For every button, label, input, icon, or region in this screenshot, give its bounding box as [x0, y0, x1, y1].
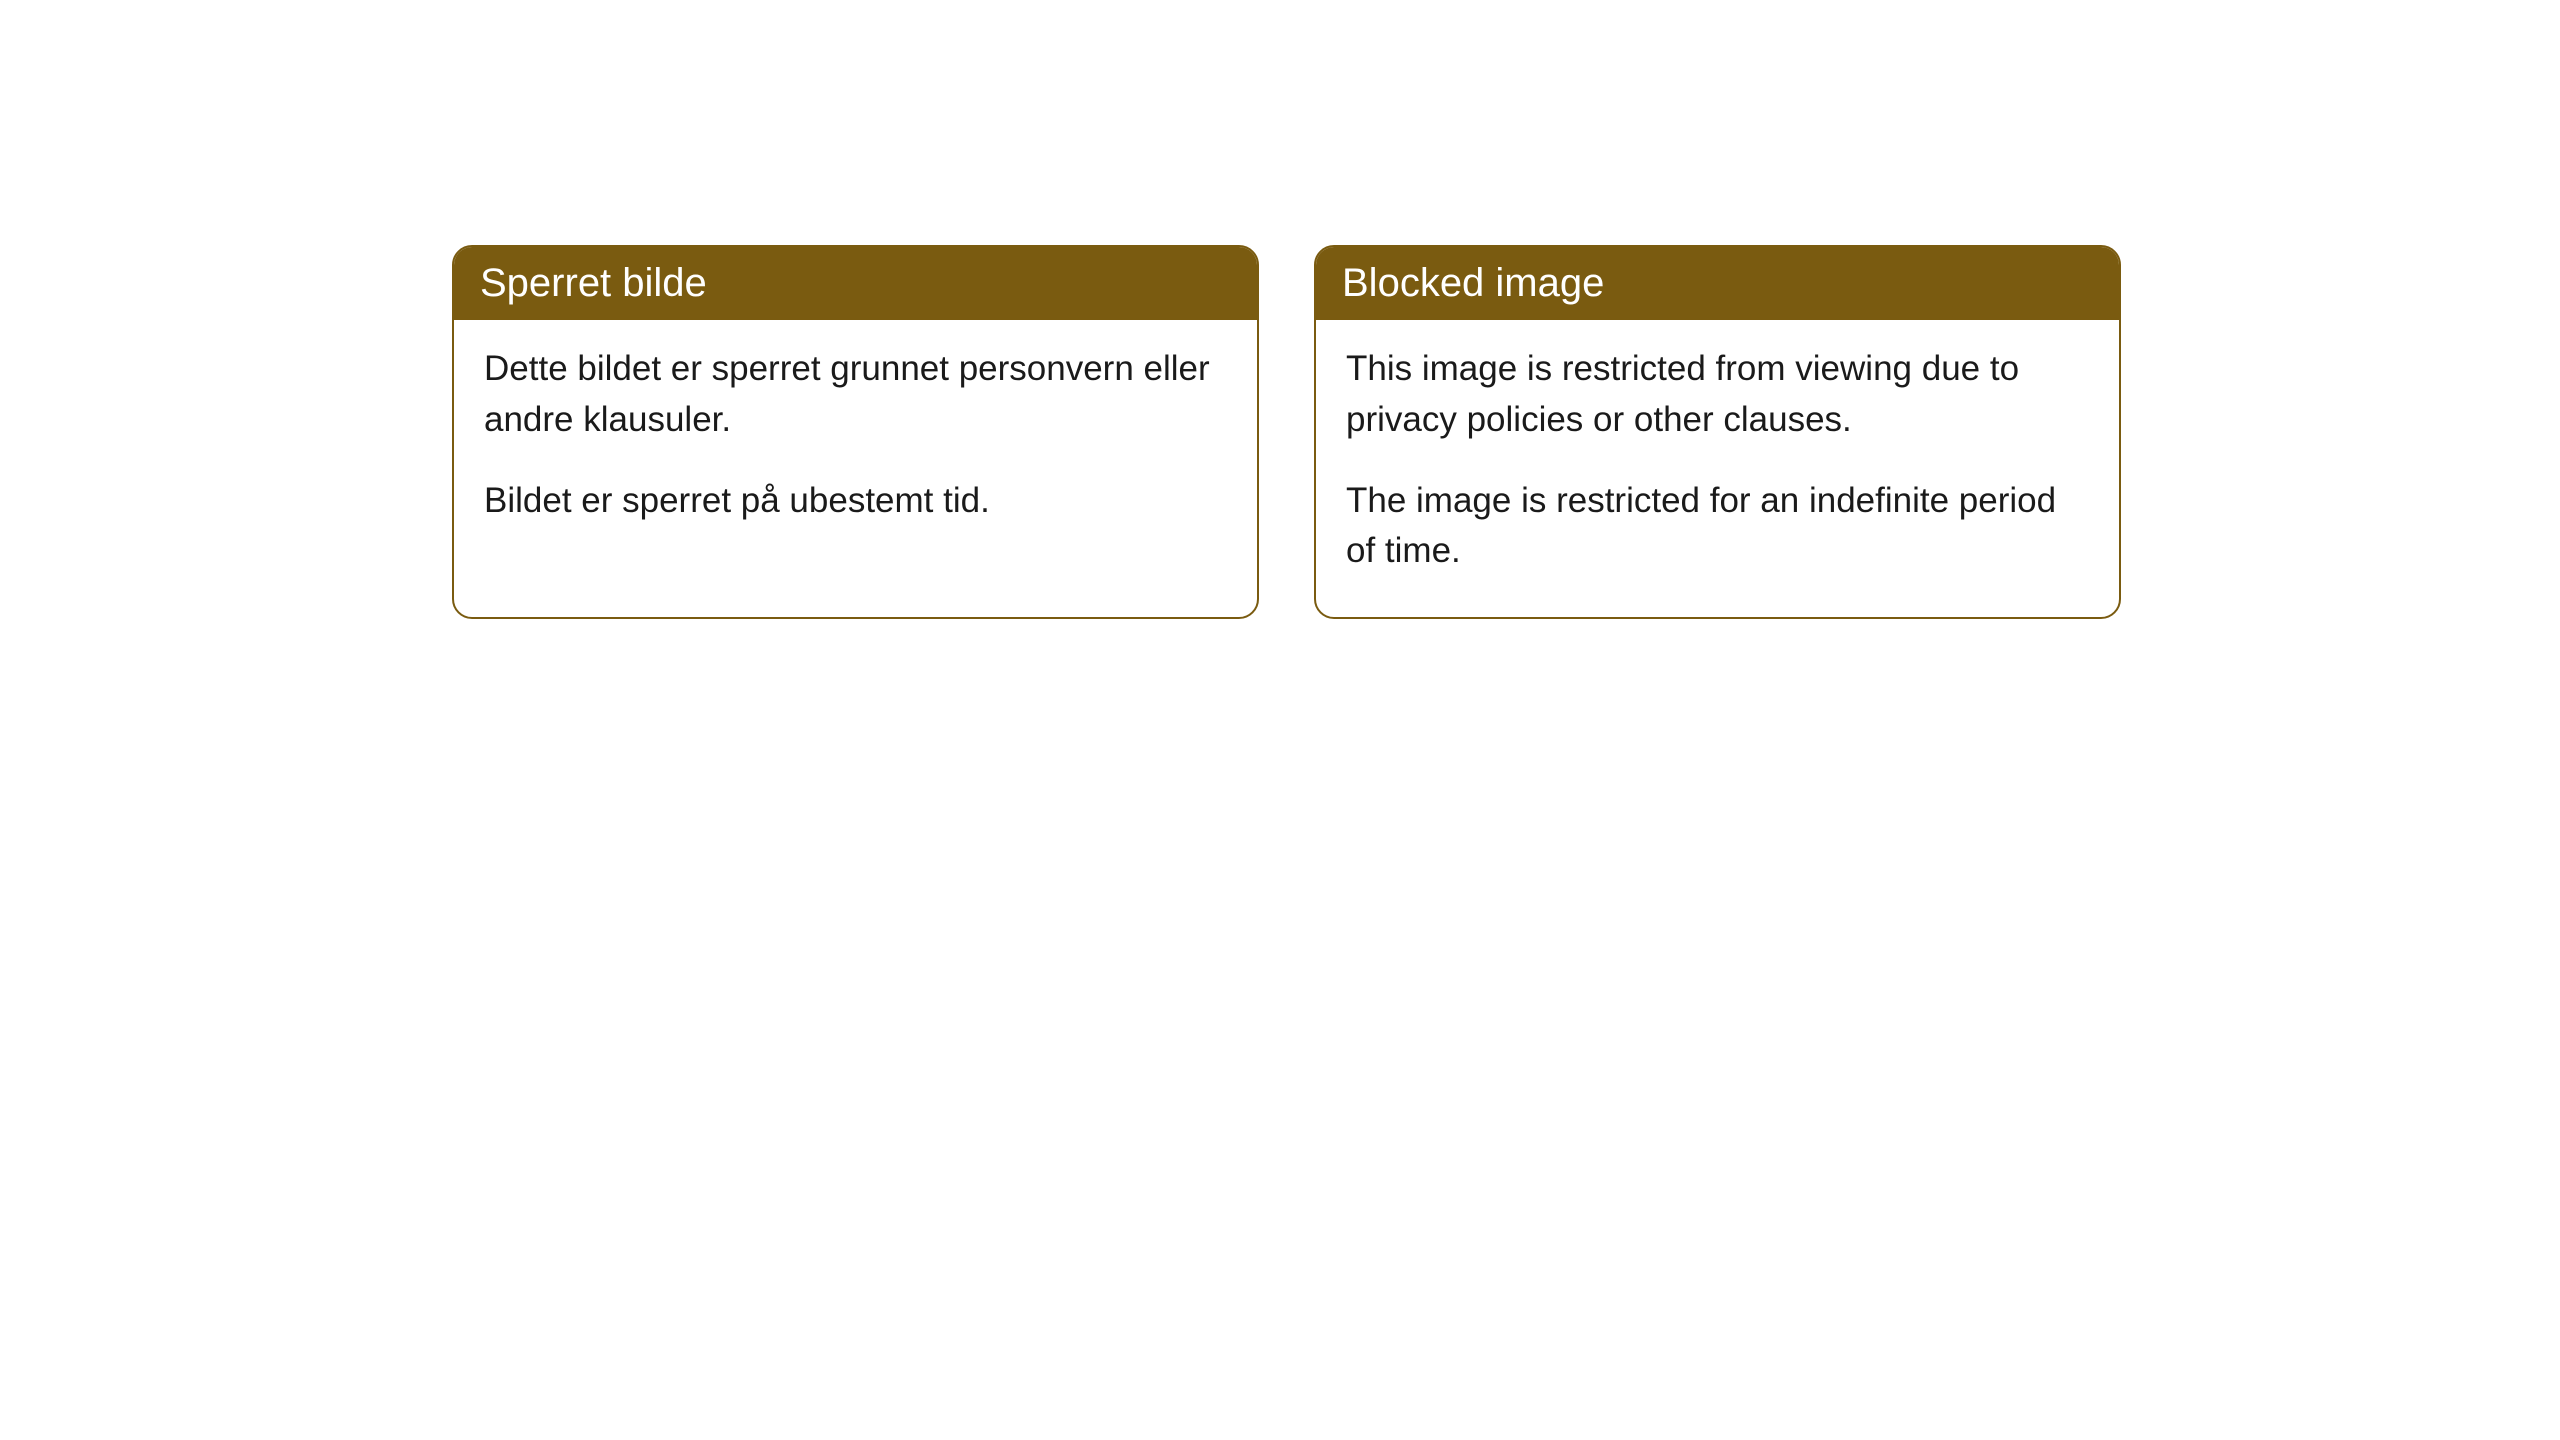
card-paragraph: This image is restricted from viewing du…: [1346, 344, 2089, 446]
notice-card-norwegian: Sperret bilde Dette bildet er sperret gr…: [452, 245, 1259, 619]
notice-card-english: Blocked image This image is restricted f…: [1314, 245, 2121, 619]
card-body-norwegian: Dette bildet er sperret grunnet personve…: [454, 320, 1257, 566]
card-title: Blocked image: [1342, 261, 1604, 305]
notice-cards-container: Sperret bilde Dette bildet er sperret gr…: [0, 0, 2560, 619]
card-paragraph: Dette bildet er sperret grunnet personve…: [484, 344, 1227, 446]
card-paragraph: Bildet er sperret på ubestemt tid.: [484, 476, 1227, 527]
card-header-english: Blocked image: [1316, 247, 2119, 320]
card-paragraph: The image is restricted for an indefinit…: [1346, 476, 2089, 578]
card-body-english: This image is restricted from viewing du…: [1316, 320, 2119, 617]
card-header-norwegian: Sperret bilde: [454, 247, 1257, 320]
card-title: Sperret bilde: [480, 261, 707, 305]
